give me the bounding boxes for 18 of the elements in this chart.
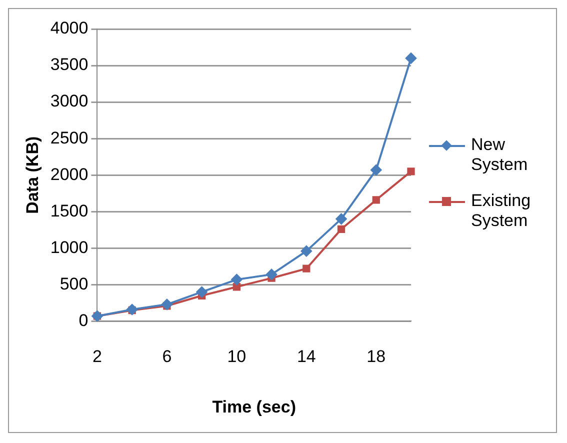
legend-label: Existing System <box>471 190 532 230</box>
legend-label: New System <box>471 134 529 174</box>
y-tick-label: 4000 <box>50 18 88 38</box>
x-tick-label: 2 <box>92 347 102 366</box>
y-tick-label: 1500 <box>50 201 88 220</box>
y-tick-label: 0 <box>78 310 88 330</box>
y-tick-label: 3000 <box>50 92 88 111</box>
y-tick-label: 2000 <box>50 164 88 184</box>
y-tick-label: 500 <box>60 274 88 294</box>
x-axis-title: Time (sec) <box>212 397 296 416</box>
y-tick-label: 2500 <box>50 128 88 148</box>
x-tick-label: 6 <box>162 347 172 366</box>
x-tick-label: 10 <box>227 347 246 366</box>
y-axis-title: Data (KB) <box>22 136 42 214</box>
x-tick-label: 18 <box>366 347 386 366</box>
y-tick-label: 3500 <box>50 55 88 74</box>
x-tick-label: 14 <box>296 347 316 366</box>
y-tick-label: 1000 <box>50 238 88 257</box>
